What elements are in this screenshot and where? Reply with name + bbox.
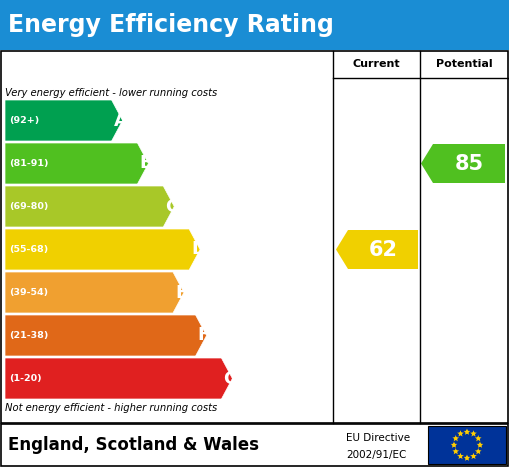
Polygon shape — [450, 441, 457, 448]
Bar — [1, 51, 508, 423]
Text: (21-38): (21-38) — [9, 331, 48, 340]
Text: (92+): (92+) — [9, 116, 39, 125]
Polygon shape — [5, 186, 174, 227]
Text: G: G — [223, 369, 238, 388]
Text: England, Scotland & Wales: England, Scotland & Wales — [8, 436, 259, 454]
Bar — [428, 426, 506, 464]
Polygon shape — [5, 143, 149, 184]
Polygon shape — [475, 448, 482, 454]
Text: Energy Efficiency Rating: Energy Efficiency Rating — [8, 13, 334, 37]
Text: Not energy efficient - higher running costs: Not energy efficient - higher running co… — [5, 403, 217, 413]
Polygon shape — [5, 315, 207, 356]
Text: (1-20): (1-20) — [9, 374, 42, 383]
Text: C: C — [165, 198, 179, 215]
Polygon shape — [475, 435, 482, 441]
Polygon shape — [5, 272, 184, 313]
Polygon shape — [464, 454, 470, 461]
Polygon shape — [476, 441, 484, 448]
Text: D: D — [191, 241, 206, 259]
Polygon shape — [421, 144, 505, 183]
Text: 2002/91/EC: 2002/91/EC — [346, 450, 406, 460]
Polygon shape — [457, 430, 464, 437]
Polygon shape — [5, 229, 200, 270]
Text: E: E — [175, 283, 187, 302]
Bar — [1, 424, 508, 466]
Polygon shape — [464, 429, 470, 435]
Text: Current: Current — [353, 59, 400, 69]
Polygon shape — [5, 100, 123, 141]
Bar — [0, 0, 509, 50]
Text: A: A — [114, 112, 127, 129]
Text: EU Directive: EU Directive — [346, 433, 410, 443]
Text: Potential: Potential — [436, 59, 492, 69]
Polygon shape — [336, 230, 418, 269]
Text: F: F — [197, 326, 210, 345]
Polygon shape — [5, 358, 233, 399]
Text: (69-80): (69-80) — [9, 202, 48, 211]
Polygon shape — [470, 430, 477, 437]
Text: Very energy efficient - lower running costs: Very energy efficient - lower running co… — [5, 88, 217, 98]
Polygon shape — [457, 453, 464, 459]
Text: B: B — [139, 155, 153, 172]
Polygon shape — [470, 453, 477, 459]
Text: (55-68): (55-68) — [9, 245, 48, 254]
Text: 62: 62 — [369, 240, 398, 260]
Polygon shape — [453, 448, 459, 454]
Polygon shape — [453, 435, 459, 441]
Text: 85: 85 — [455, 154, 484, 174]
Text: (81-91): (81-91) — [9, 159, 48, 168]
Text: (39-54): (39-54) — [9, 288, 48, 297]
